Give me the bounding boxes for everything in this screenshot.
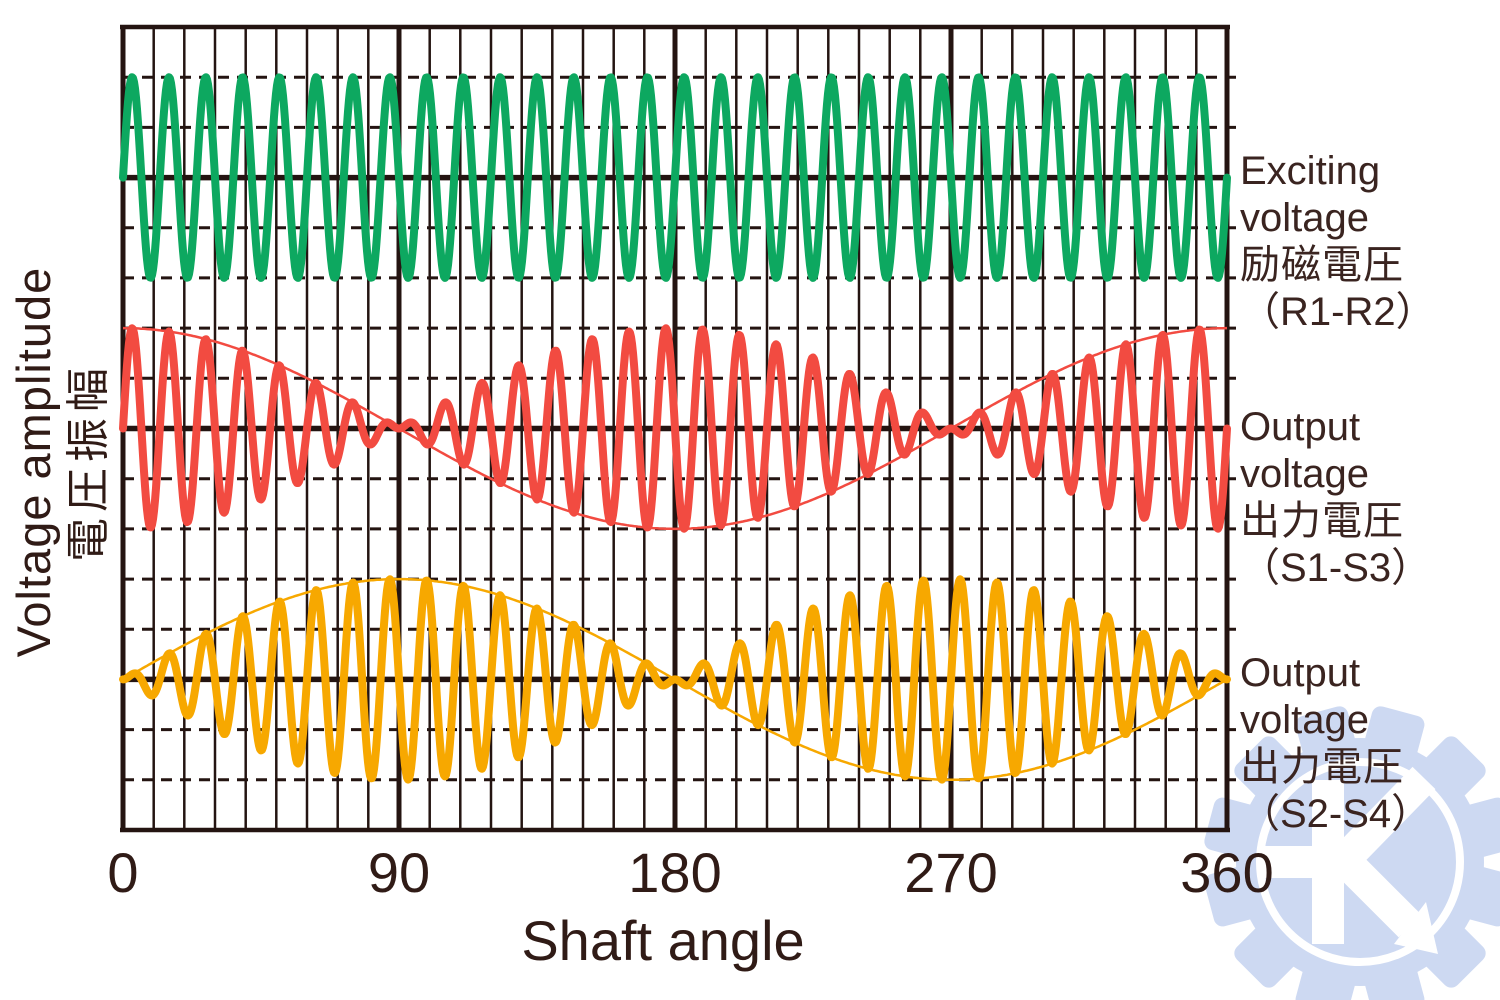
x-axis-label: Shaft angle <box>521 909 805 972</box>
y-axis-label-en: Voltage amplitude <box>7 266 60 658</box>
series-label-output-s2-s4: Output voltage 出力電圧 （S2-S4） <box>1240 650 1500 838</box>
exciting-voltage-wave <box>119 73 1231 282</box>
series-label-ja: 出力電圧 <box>1240 745 1404 789</box>
series-label-en: Output voltage <box>1240 405 1369 496</box>
y-axis-label-ja: 電圧振幅 <box>64 362 113 562</box>
series-label-terminals: （S1-S3） <box>1240 546 1432 590</box>
series-label-ja: 出力電圧 <box>1240 499 1404 543</box>
y-axis-label: Voltage amplitude 電圧振幅 <box>6 82 118 842</box>
series-label-terminals: （R1-R2） <box>1240 290 1436 334</box>
series-label-exciting-voltage: Exciting voltage 励磁電圧 （R1-R2） <box>1240 148 1500 336</box>
x-tick-270: 270 <box>904 841 998 904</box>
x-tick-90: 90 <box>367 841 431 904</box>
series-label-terminals: （S2-S4） <box>1240 792 1432 836</box>
x-tick-0: 0 <box>107 841 139 904</box>
x-tick-360: 360 <box>1180 841 1274 904</box>
watermark-gear-logo <box>1204 706 1500 1000</box>
x-tick-180: 180 <box>628 841 722 904</box>
series-label-ja: 励磁電圧 <box>1240 243 1404 287</box>
output-voltage-s1-s3-envelope <box>123 326 1227 531</box>
output-voltage-s1-s3-wave <box>119 324 1231 533</box>
output-voltage-s2-s4-wave <box>119 575 1231 784</box>
series-label-output-s1-s3: Output voltage 出力電圧 （S1-S3） <box>1240 404 1500 592</box>
series-label-en: Exciting voltage <box>1240 149 1381 240</box>
series-label-en: Output voltage <box>1240 651 1369 742</box>
